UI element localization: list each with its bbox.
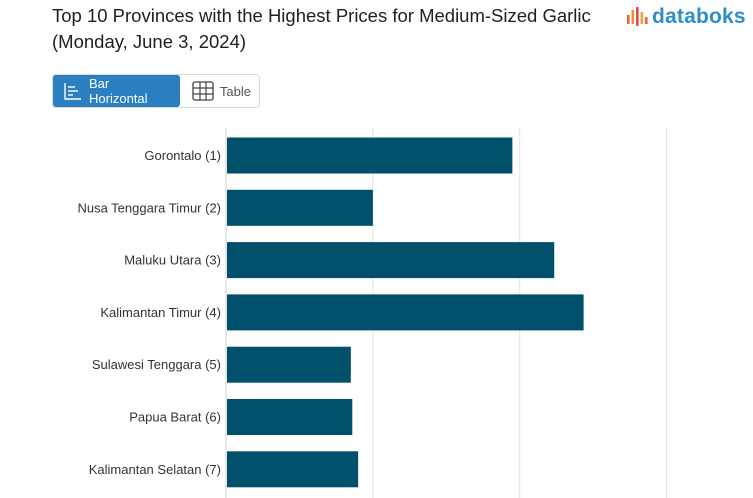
bar-2[interactable] xyxy=(227,189,373,226)
bar-horizontal-label: Bar Horizontal xyxy=(89,76,148,106)
bar-horizontal-button[interactable]: Bar Horizontal xyxy=(53,75,180,107)
bar-1[interactable] xyxy=(227,137,513,174)
category-label-2: Nusa Tenggara Timur (2) xyxy=(77,200,221,215)
bar-chart-icon xyxy=(64,83,81,100)
bar-4[interactable] xyxy=(227,294,584,331)
category-label-4: Kalimantan Timur (4) xyxy=(100,305,221,320)
view-toggle: Bar Horizontal Table xyxy=(52,74,260,108)
logo-wordmark: databoks xyxy=(652,5,746,28)
category-label-7: Kalimantan Selatan (7) xyxy=(89,462,221,477)
databoks-logo[interactable]: databoks xyxy=(626,4,746,30)
bar-6[interactable] xyxy=(227,399,353,435)
databoks-logo-icon xyxy=(627,7,648,26)
table-button[interactable]: Table xyxy=(180,75,259,107)
chart-title: Top 10 Provinces with the Highest Prices… xyxy=(52,5,591,52)
category-label-5: Sulawesi Tenggara (5) xyxy=(92,357,221,372)
bar-3[interactable] xyxy=(227,242,555,279)
table-label: Table xyxy=(219,83,251,99)
table-icon xyxy=(192,81,214,101)
category-label-3: Maluku Utara (3) xyxy=(124,253,221,268)
category-label-1: Gorontalo (1) xyxy=(144,148,221,163)
category-label-6: Papua Barat (6) xyxy=(129,410,221,425)
bar-5[interactable] xyxy=(227,346,351,383)
bar-7[interactable] xyxy=(227,451,359,488)
